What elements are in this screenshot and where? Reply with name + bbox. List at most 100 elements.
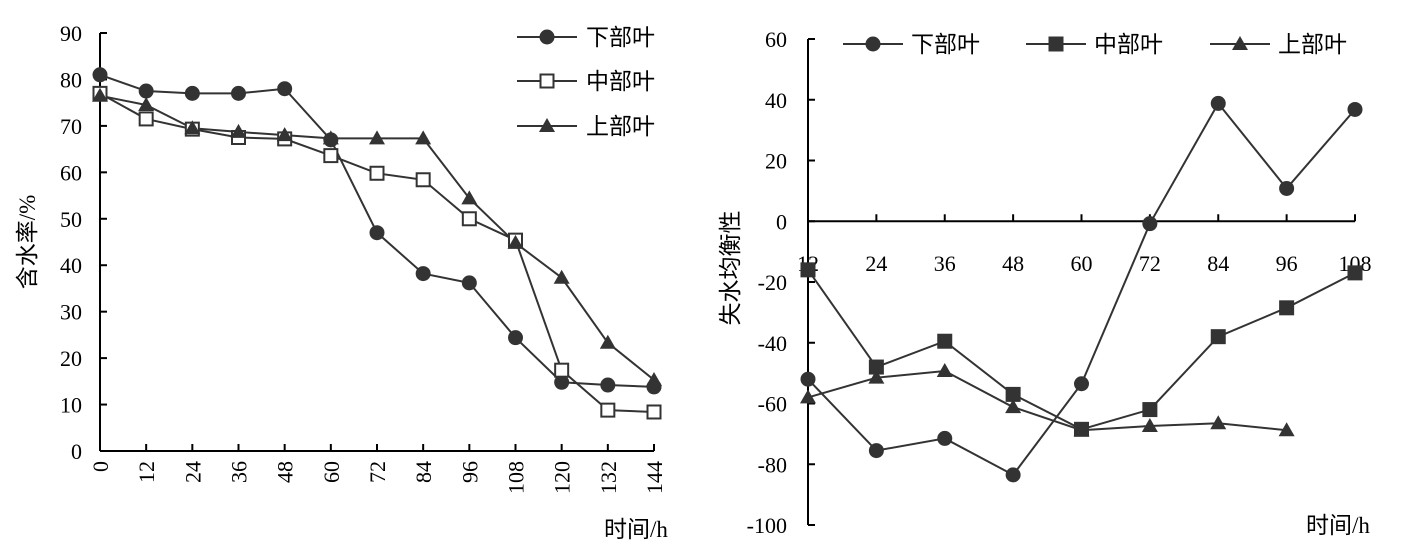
data-point-2-7 xyxy=(1278,422,1295,437)
data-point-0-9 xyxy=(508,330,523,346)
data-point-1-7 xyxy=(415,172,431,188)
data-point-2-5 xyxy=(322,130,339,145)
data-point-2-11 xyxy=(599,334,616,349)
y-tick-label: 70 xyxy=(60,114,82,139)
y-tick-label: 0 xyxy=(71,439,82,464)
legend-marker-2 xyxy=(539,118,555,132)
data-point-2-0 xyxy=(800,389,816,404)
data-point-1-3 xyxy=(1005,386,1021,402)
data-point-0-7 xyxy=(415,266,431,282)
data-point-1-2 xyxy=(937,333,953,349)
data-point-1-0 xyxy=(800,262,816,278)
chart-moisture-content: 0 10 20 30 40 50 60 70 80 90 0 12 24 36 48 60 72 84 96 108 1… xyxy=(15,21,668,542)
y-tick-label: 10 xyxy=(60,393,82,418)
data-point-0-8 xyxy=(461,275,477,291)
data-point-2-7 xyxy=(415,130,432,145)
legend-marker-1 xyxy=(539,73,555,89)
data-point-0-7 xyxy=(1279,180,1295,196)
data-point-0-4 xyxy=(277,81,293,97)
data-point-1-1 xyxy=(138,111,154,127)
y-tick-label: -40 xyxy=(758,331,787,356)
data-point-2-1 xyxy=(868,369,885,384)
data-point-0-11 xyxy=(600,377,616,393)
data-point-0-3 xyxy=(1005,467,1021,483)
x-tick-label: 120 xyxy=(550,461,575,494)
data-point-2-6 xyxy=(369,130,385,145)
data-point-0-4 xyxy=(1074,376,1089,392)
x-tick-label: 84 xyxy=(411,461,436,483)
x-tick-label: 144 xyxy=(642,461,667,494)
x-tick-label: 60 xyxy=(1071,251,1093,276)
data-point-1-5 xyxy=(1142,402,1158,418)
data-point-1-8 xyxy=(1347,265,1363,281)
y-tick-label: 60 xyxy=(60,160,82,185)
x-axis-title: 时间/h xyxy=(1306,513,1370,538)
data-point-2-2 xyxy=(936,362,953,377)
x-tick-label: 96 xyxy=(1276,251,1298,276)
legend-label-1: 中部叶 xyxy=(1094,32,1163,57)
x-tick-label: 48 xyxy=(273,461,298,483)
data-point-2-4 xyxy=(276,127,293,142)
data-point-0-2 xyxy=(937,430,953,446)
y-tick-label: 0 xyxy=(776,209,787,234)
data-point-1-7 xyxy=(1279,300,1295,316)
x-tick-label: 36 xyxy=(227,461,252,483)
y-tick-label: -80 xyxy=(758,452,787,477)
x-axis-title: 时间/h xyxy=(604,517,668,542)
data-point-0-3 xyxy=(231,85,246,101)
data-point-2-6 xyxy=(1210,415,1227,430)
data-point-1-11 xyxy=(600,402,616,418)
data-point-0-0 xyxy=(800,371,816,387)
data-point-2-3 xyxy=(1005,399,1022,414)
data-point-2-8 xyxy=(461,190,478,205)
x-tick-label: 12 xyxy=(134,461,159,483)
x-tick-label: 108 xyxy=(504,461,529,494)
y-tick-label: 20 xyxy=(60,346,82,371)
data-point-0-5 xyxy=(1142,216,1158,232)
legend-label-0: 下部叶 xyxy=(586,25,655,50)
legend-label-0: 下部叶 xyxy=(911,32,980,57)
data-point-0-6 xyxy=(369,225,385,241)
y-axis-title: 失水均衡性 xyxy=(718,211,743,326)
y-tick-label: 80 xyxy=(60,67,82,92)
chart-dehydration-balance: -100-80-60-40-20020406012243648607284961… xyxy=(718,27,1372,538)
data-point-0-8 xyxy=(1347,101,1363,117)
x-tick-label: 24 xyxy=(865,251,887,276)
data-point-1-12 xyxy=(646,404,662,420)
legend-label-1: 中部叶 xyxy=(586,69,655,94)
x-tick-label: 72 xyxy=(365,461,390,483)
data-point-1-1 xyxy=(868,359,884,375)
data-point-2-5 xyxy=(1141,417,1158,432)
data-point-0-0 xyxy=(92,67,108,83)
data-point-0-1 xyxy=(868,443,884,459)
legend-label-2: 上部叶 xyxy=(586,114,655,139)
y-tick-label: 30 xyxy=(60,300,82,325)
data-point-2-1 xyxy=(138,96,155,111)
data-point-2-4 xyxy=(1073,422,1090,437)
data-point-1-5 xyxy=(323,148,339,164)
y-tick-label: 40 xyxy=(765,88,787,113)
x-tick-label: 24 xyxy=(180,461,205,483)
legend-marker-2 xyxy=(1232,36,1248,50)
series-line-2 xyxy=(807,369,1287,432)
data-point-1-10 xyxy=(554,362,570,378)
data-point-1-8 xyxy=(461,211,477,227)
data-point-2-9 xyxy=(507,234,524,249)
data-point-0-1 xyxy=(138,83,154,99)
x-tick-label: 0 xyxy=(88,461,113,472)
y-tick-label: 50 xyxy=(60,207,82,232)
x-tick-label: 48 xyxy=(1002,251,1024,276)
y-tick-label: 20 xyxy=(765,149,787,174)
y-tick-label: -100 xyxy=(747,513,787,538)
data-point-0-10 xyxy=(554,374,570,390)
series-line-0 xyxy=(807,101,1356,477)
data-point-0-2 xyxy=(184,85,200,101)
data-point-1-6 xyxy=(369,165,385,181)
y-tick-label: -20 xyxy=(758,270,787,295)
legend-marker-1 xyxy=(1048,36,1064,52)
series-line-1 xyxy=(807,269,1356,431)
legend-label-2: 上部叶 xyxy=(1278,32,1347,57)
legend-marker-0 xyxy=(539,29,555,45)
y-tick-label: 40 xyxy=(60,253,82,278)
